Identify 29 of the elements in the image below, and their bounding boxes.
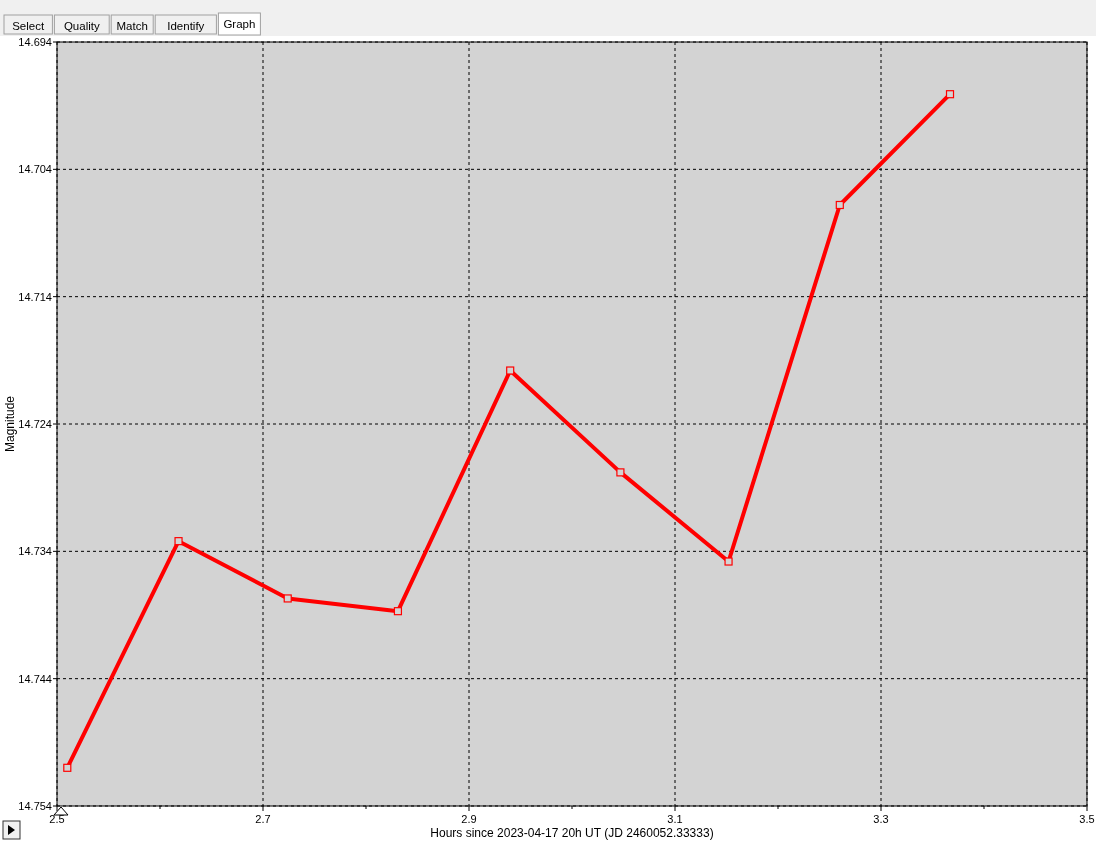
y-tick-label: 14.694 [18, 36, 52, 48]
y-tick-label: 14.744 [18, 672, 52, 685]
point [174, 537, 183, 546]
x-tick-label: 2.9 [461, 813, 477, 825]
point [506, 366, 515, 375]
x-tick-label: 3.3 [873, 813, 889, 825]
text: Identify [167, 20, 205, 32]
text: Graph [223, 18, 256, 30]
point [393, 607, 403, 616]
x-tick-label: 2.7 [255, 813, 271, 825]
x-axis-title: Hours since 2023-04-17 20h UT (JD 2460052.33333) [430, 826, 714, 840]
y-tick-label: 14.754 [18, 800, 52, 812]
text: Quality [63, 20, 100, 32]
point [63, 763, 72, 772]
y-tick-label: 14.724 [18, 418, 52, 430]
text: Select [12, 20, 45, 32]
y-tick-label: 14.704 [18, 163, 52, 176]
y-tick-label: 14.714 [18, 290, 52, 303]
y-tick-label: 14.734 [18, 545, 52, 558]
point [724, 557, 733, 566]
x-tick-label: 2.5 [49, 813, 65, 825]
text: Match [116, 20, 148, 32]
y-axis-title: Magnitude [3, 395, 17, 453]
x-tick-label: 3.5 [1079, 813, 1095, 825]
point [616, 468, 625, 477]
point [283, 594, 292, 603]
x-tick-label: 3.1 [667, 813, 683, 825]
point [945, 90, 955, 99]
point [835, 200, 844, 210]
